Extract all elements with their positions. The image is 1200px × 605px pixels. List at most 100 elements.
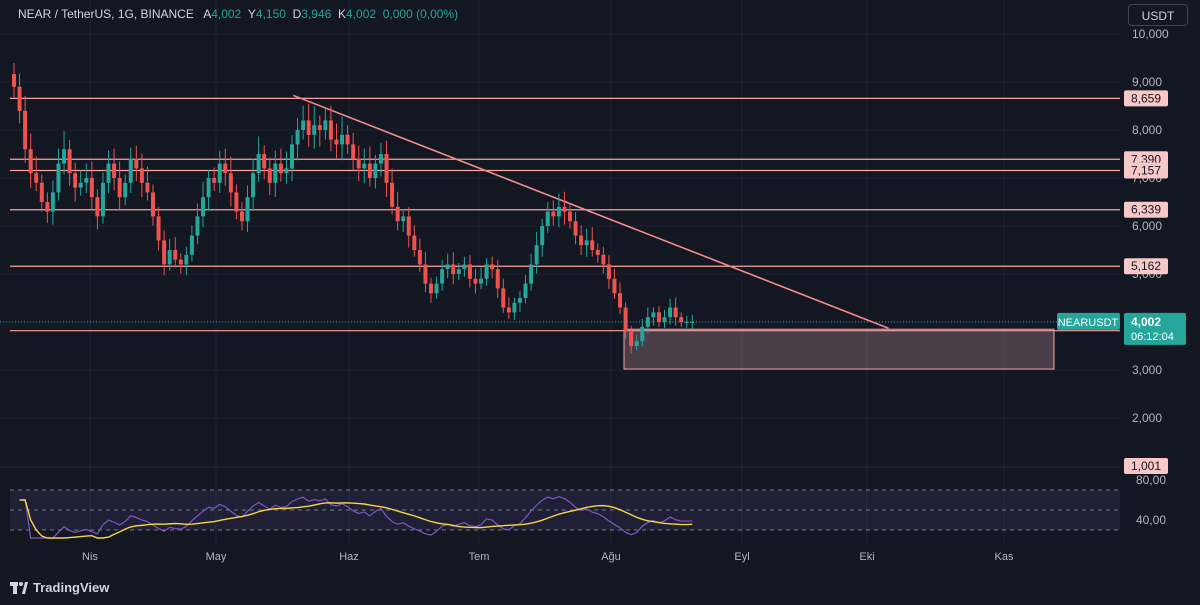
candle-body[interactable] (284, 168, 289, 174)
candle-body[interactable] (50, 192, 55, 212)
candle-body[interactable] (562, 206, 567, 212)
candle-body[interactable] (156, 216, 161, 241)
candle-body[interactable] (234, 192, 239, 212)
candle-body[interactable] (662, 317, 667, 322)
candle-body[interactable] (217, 163, 222, 183)
candle-body[interactable] (434, 283, 439, 294)
candle-body[interactable] (545, 211, 550, 226)
candle-body[interactable] (584, 240, 589, 246)
candle-body[interactable] (195, 216, 200, 236)
candle-body[interactable] (679, 317, 684, 322)
currency-button[interactable]: USDT (1128, 4, 1188, 26)
candle-body[interactable] (651, 312, 656, 318)
candle-body[interactable] (290, 144, 294, 169)
candle-body[interactable] (201, 197, 206, 217)
candle-body[interactable] (634, 341, 639, 346)
candle-body[interactable] (384, 154, 389, 183)
candle-body[interactable] (406, 216, 411, 236)
tradingview-brand[interactable]: TradingView (10, 580, 109, 595)
candle-body[interactable] (328, 120, 333, 140)
candle-body[interactable] (34, 173, 39, 183)
candle-body[interactable] (484, 264, 489, 279)
candle-body[interactable] (595, 250, 600, 255)
candle-body[interactable] (239, 211, 244, 222)
candle-body[interactable] (84, 178, 89, 183)
candle-body[interactable] (340, 134, 345, 145)
candle-body[interactable] (278, 163, 283, 174)
candle-body[interactable] (512, 302, 517, 313)
candle-body[interactable] (67, 149, 72, 174)
candle-body[interactable] (356, 158, 361, 169)
candle-body[interactable] (573, 221, 578, 236)
candle-body[interactable] (112, 163, 117, 178)
trendline[interactable] (293, 94, 889, 329)
candle-body[interactable] (128, 158, 133, 183)
candle-body[interactable] (401, 216, 406, 222)
candle-body[interactable] (228, 173, 233, 193)
candle-body[interactable] (445, 264, 450, 270)
candle-body[interactable] (590, 240, 595, 250)
candle-body[interactable] (184, 254, 189, 265)
candle-body[interactable] (39, 182, 44, 202)
candle-body[interactable] (95, 197, 100, 217)
candle-body[interactable] (17, 86, 22, 111)
candle-body[interactable] (612, 278, 617, 294)
candle-body[interactable] (467, 264, 472, 279)
candle-body[interactable] (178, 259, 183, 265)
candle-body[interactable] (690, 321, 695, 323)
candle-body[interactable] (262, 154, 267, 169)
candle-body[interactable] (673, 307, 678, 318)
candle-body[interactable] (117, 178, 122, 198)
candle-body[interactable] (89, 178, 94, 198)
candle-body[interactable] (267, 168, 272, 183)
candle-body[interactable] (490, 264, 495, 270)
candle-body[interactable] (501, 288, 506, 308)
candle-body[interactable] (623, 307, 628, 332)
candle-body[interactable] (45, 202, 50, 212)
candle-body[interactable] (56, 163, 61, 193)
candle-body[interactable] (440, 269, 445, 284)
candle-body[interactable] (412, 235, 417, 250)
candle-body[interactable] (495, 269, 500, 289)
candle-body[interactable] (151, 192, 155, 217)
candle-body[interactable] (312, 125, 317, 135)
candle-body[interactable] (123, 182, 128, 198)
candle-body[interactable] (306, 120, 311, 135)
rsi-ma-line[interactable] (19, 499, 693, 539)
candle-body[interactable] (451, 264, 456, 274)
candle-body[interactable] (212, 178, 217, 183)
candle-body[interactable] (78, 182, 83, 188)
candle-body[interactable] (367, 163, 372, 178)
candle-body[interactable] (551, 211, 556, 217)
candle-body[interactable] (606, 264, 611, 279)
candle-body[interactable] (390, 182, 395, 207)
candle-body[interactable] (345, 134, 350, 145)
candle-body[interactable] (251, 173, 256, 198)
candle-body[interactable] (523, 283, 528, 298)
candle-body[interactable] (479, 278, 484, 284)
candle-body[interactable] (506, 307, 511, 313)
candle-body[interactable] (73, 173, 78, 188)
candle-body[interactable] (429, 283, 433, 294)
candle-body[interactable] (134, 158, 139, 169)
candle-body[interactable] (362, 163, 367, 169)
candle-body[interactable] (323, 120, 328, 130)
candle-body[interactable] (579, 235, 584, 246)
candle-body[interactable] (395, 206, 400, 222)
candle-body[interactable] (556, 206, 561, 217)
candle-body[interactable] (317, 125, 322, 130)
candle-body[interactable] (206, 178, 211, 198)
candle-body[interactable] (189, 235, 194, 255)
candle-body[interactable] (28, 149, 33, 174)
candle-body[interactable] (618, 293, 623, 308)
candle-body[interactable] (245, 197, 250, 222)
candle-body[interactable] (145, 182, 150, 193)
candle-body[interactable] (629, 331, 634, 346)
candle-body[interactable] (273, 163, 278, 183)
demand-zone-box[interactable] (623, 328, 1055, 370)
candle-body[interactable] (162, 240, 167, 265)
candle-body[interactable] (106, 163, 111, 183)
rsi-line[interactable] (19, 495, 693, 539)
candle-body[interactable] (473, 278, 478, 284)
candle-body[interactable] (684, 322, 689, 323)
